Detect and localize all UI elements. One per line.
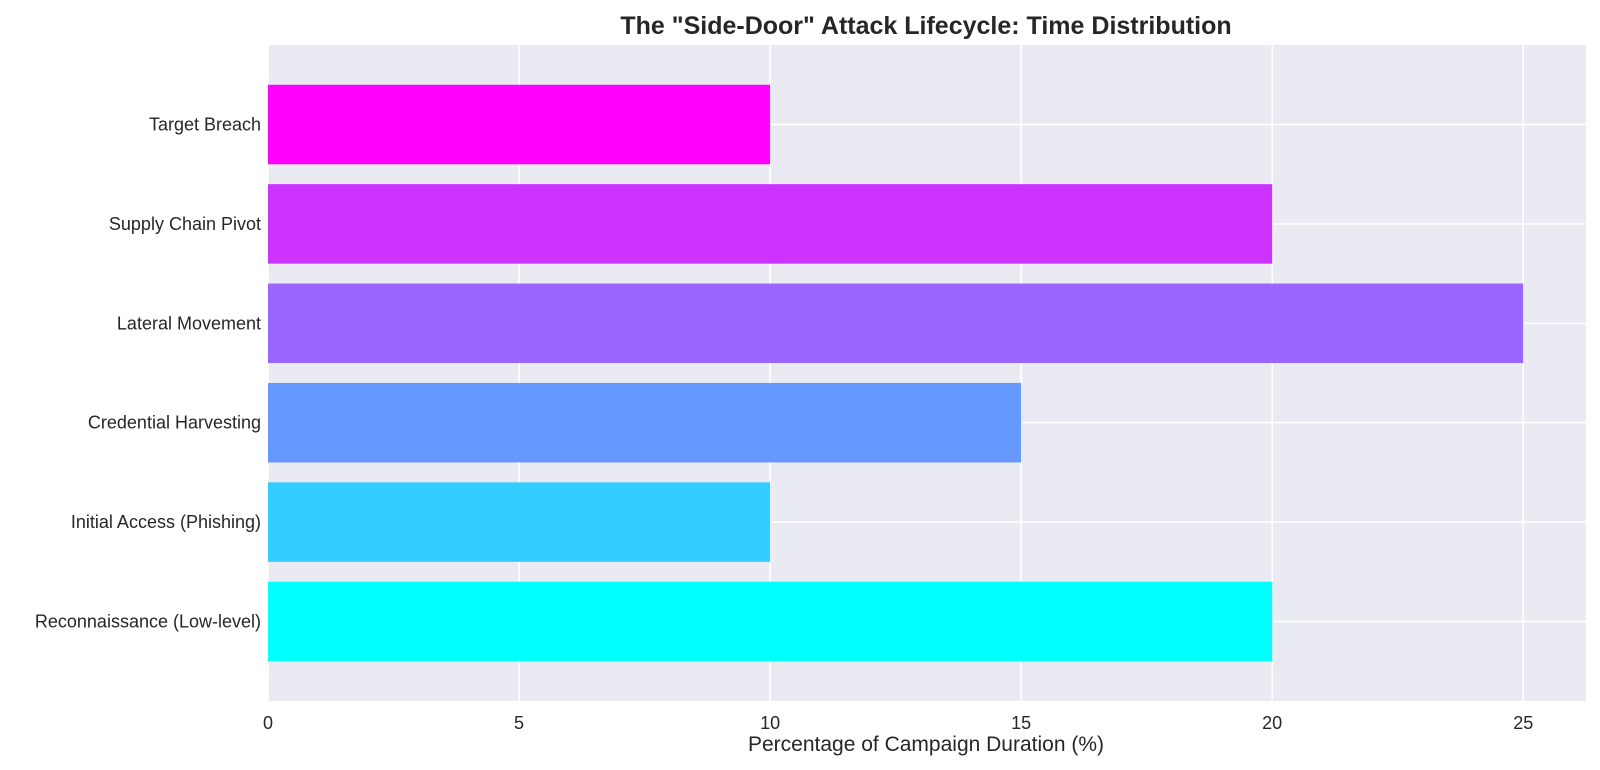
- y-tick-label: Reconnaissance (Low-level): [35, 611, 261, 631]
- x-axis-label: Percentage of Campaign Duration (%): [748, 733, 1104, 756]
- y-tick-label: Supply Chain Pivot: [109, 214, 261, 234]
- y-tick-label: Target Breach: [149, 115, 261, 135]
- bar: [268, 581, 1273, 662]
- bar: [268, 184, 1273, 264]
- x-tick-label: 5: [514, 713, 524, 733]
- bar: [268, 84, 771, 165]
- x-tick-label: 20: [1262, 713, 1282, 733]
- bar: [268, 482, 771, 562]
- y-tick-labels: Reconnaissance (Low-level) Initial Access…: [35, 115, 261, 632]
- y-tick-label: Credential Harvesting: [88, 413, 261, 433]
- bar: [268, 382, 1022, 463]
- y-tick-label: Initial Access (Phishing): [71, 512, 261, 532]
- x-tick-label: 10: [760, 713, 780, 733]
- bar: [268, 283, 1524, 364]
- x-tick-label: 25: [1513, 713, 1533, 733]
- chart-title: The "Side-Door" Attack Lifecycle: Time D…: [620, 12, 1231, 40]
- bars: [268, 84, 1524, 662]
- x-tick-label: 0: [263, 713, 273, 733]
- x-tick-labels: 0 5 10 15 20 25: [263, 713, 1533, 733]
- y-tick-label: Lateral Movement: [117, 313, 261, 333]
- x-tick-label: 15: [1011, 713, 1031, 733]
